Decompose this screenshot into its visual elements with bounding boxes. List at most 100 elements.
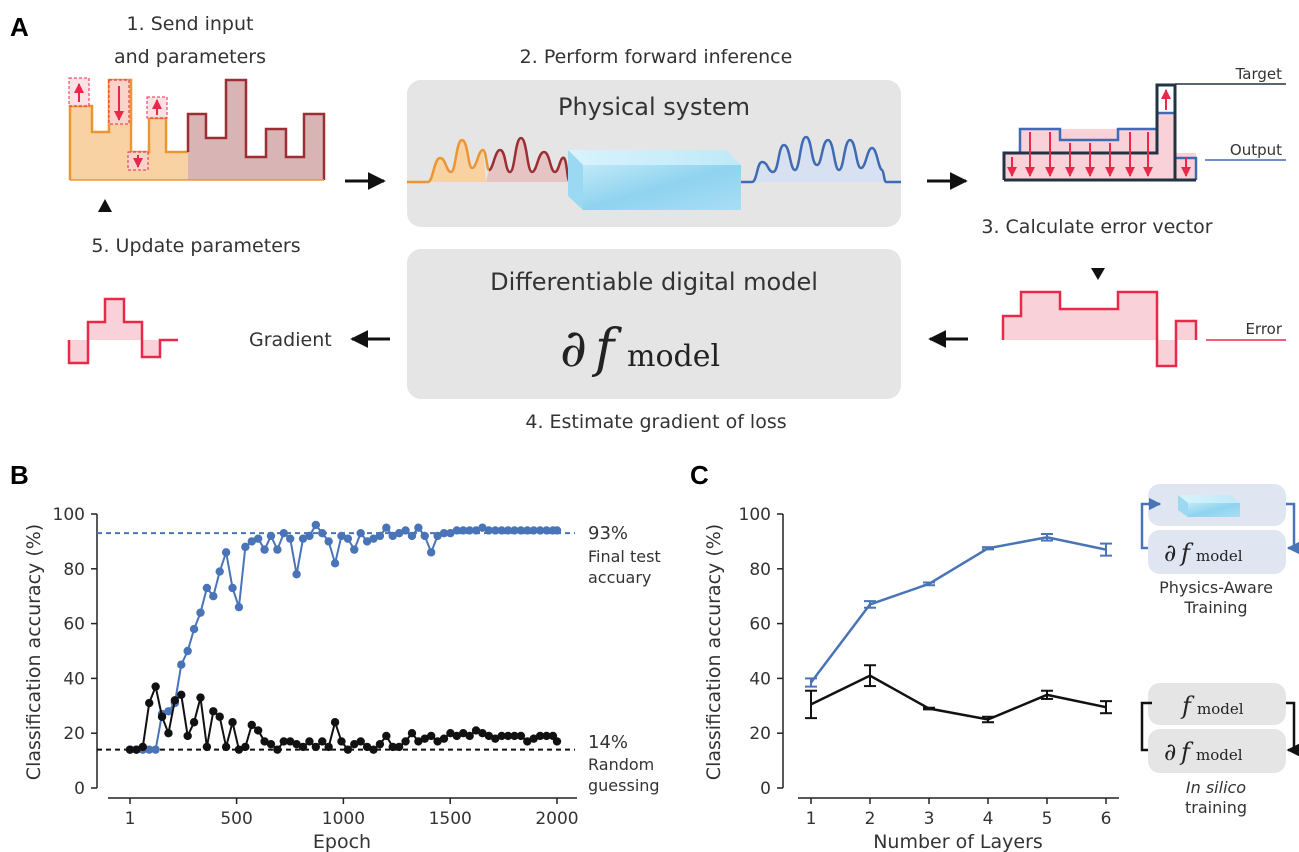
panel-a: A 1. Send input and parameters 2. Perfor… [10, 12, 1286, 433]
chart-b-point [478, 523, 487, 532]
chart-b-point [535, 526, 545, 535]
chart-b-point [215, 712, 224, 721]
chart-b-point [401, 526, 410, 535]
pat-loop-right [1286, 502, 1299, 555]
chart-b-point [209, 592, 218, 601]
chart-b-point [221, 548, 231, 557]
panel-label-a: A [10, 12, 29, 42]
physical-system-title: Physical system [558, 93, 750, 121]
chart-b-point [215, 567, 224, 576]
chart-b-point [177, 690, 186, 700]
chart-b-point [375, 739, 385, 749]
chart-b-point [164, 729, 173, 738]
glass-slab-side [568, 150, 583, 210]
chart-b-yticks: 0 20 40 60 80 100 [53, 505, 97, 799]
chart-c-ylabel: Classification accuracy (%) [703, 524, 725, 780]
insilico-label-line1: In silico [1186, 778, 1246, 797]
model-subscript: model [627, 339, 720, 374]
chart-b-point [330, 718, 340, 727]
chart-b-point [452, 731, 462, 741]
gradient-fill-c [142, 340, 160, 357]
chart-b-point [529, 526, 538, 535]
final-label-line2: accuary [588, 568, 651, 587]
chart-b-point [394, 528, 404, 538]
insilico-legend: f model ∂ f model In silico training [1140, 683, 1299, 817]
chart-b-point [298, 742, 308, 752]
error-arrows [1007, 132, 1191, 177]
chart-b-ylabel: Classification accuracy (%) [23, 524, 45, 780]
chart-b-point [132, 745, 141, 754]
insilico-loop-left [1140, 701, 1152, 752]
chart-c-ytick-label: 80 [749, 560, 771, 580]
chart-c-ytick-label: 20 [749, 724, 771, 744]
chart-b-point [420, 531, 429, 541]
chart-c-series [805, 533, 1112, 724]
chart-b-point [260, 737, 269, 746]
chart-b-point [324, 742, 333, 752]
panel-b: B Classification accuracy (%) Epoch 0 20 4… [10, 460, 661, 852]
chart-b-point [356, 737, 365, 746]
final-pct-label: 93% [588, 523, 628, 544]
error-fill-negative [1157, 340, 1176, 366]
insilico-model-subscript: model [1197, 700, 1244, 718]
chart-c-series-line [810, 674, 1107, 721]
chart-b-point [446, 729, 455, 738]
digital-model-box [407, 249, 901, 399]
chart-b-point [125, 745, 135, 754]
chart-b-point [465, 526, 474, 535]
chart-b-point [305, 737, 314, 746]
gradient-fill-b [88, 299, 142, 340]
error-label: Error [1245, 320, 1282, 338]
chart-b-point [318, 528, 327, 538]
chart-b-point [375, 531, 385, 541]
chart-b-point [484, 526, 494, 535]
chart-b-point [439, 528, 449, 538]
output-target-plot: Target Output [1002, 65, 1286, 182]
gradient-outline [67, 297, 178, 365]
chart-c-xticks: 1 2 3 4 5 6 [806, 798, 1112, 829]
chart-c-series-2 [805, 664, 1112, 724]
error-fill-end [1176, 321, 1196, 340]
pat-label-line1: Physics-Aware [1159, 578, 1273, 597]
gradient-fill-a [69, 340, 88, 363]
insilico-grad-box [1148, 729, 1286, 773]
chart-b-ytick-label: 40 [63, 669, 85, 689]
chart-b-point [459, 526, 468, 535]
chart-b-point [228, 583, 237, 593]
chart-b-point [228, 718, 237, 727]
chart-b-series-1 [125, 520, 562, 754]
chart-b-point [311, 742, 321, 752]
chart-c-ytick-label: 40 [749, 669, 771, 689]
chart-b-point [330, 559, 340, 568]
chart-b-point [491, 526, 500, 535]
insilico-partial-symbol: ∂ [1164, 738, 1176, 766]
chart-b-point [305, 531, 314, 541]
arrow-down-error-head [1091, 268, 1105, 280]
step4-label: 4. Estimate gradient of loss [525, 411, 786, 433]
chart-b-point [478, 729, 487, 738]
chart-b-point [253, 726, 263, 735]
chart-b-point [343, 534, 353, 543]
chart-b-point [177, 660, 186, 669]
chart-b-point [535, 731, 545, 741]
chart-b-point [337, 531, 346, 541]
chart-b-point [343, 745, 353, 754]
chart-b-point [426, 731, 436, 741]
chart-b-point [170, 696, 180, 705]
parameter-outline [186, 78, 326, 180]
chart-c-xtick-label: 6 [1101, 809, 1112, 829]
chart-b-point [273, 545, 282, 554]
random-label-line1: Random [588, 755, 654, 774]
chart-b-point [221, 742, 231, 752]
chart-b-point [318, 737, 327, 746]
chart-b-point [253, 534, 263, 543]
chart-b-point [394, 742, 404, 752]
chart-b-point [516, 731, 526, 741]
glass-slab-front [583, 165, 741, 210]
insilico-grad-model-subscript: model [1196, 746, 1243, 764]
panel-label-c: C [690, 460, 709, 490]
chart-b-point [298, 534, 308, 543]
chart-b-point [279, 528, 288, 538]
gradient-plot: Gradient [67, 297, 332, 365]
